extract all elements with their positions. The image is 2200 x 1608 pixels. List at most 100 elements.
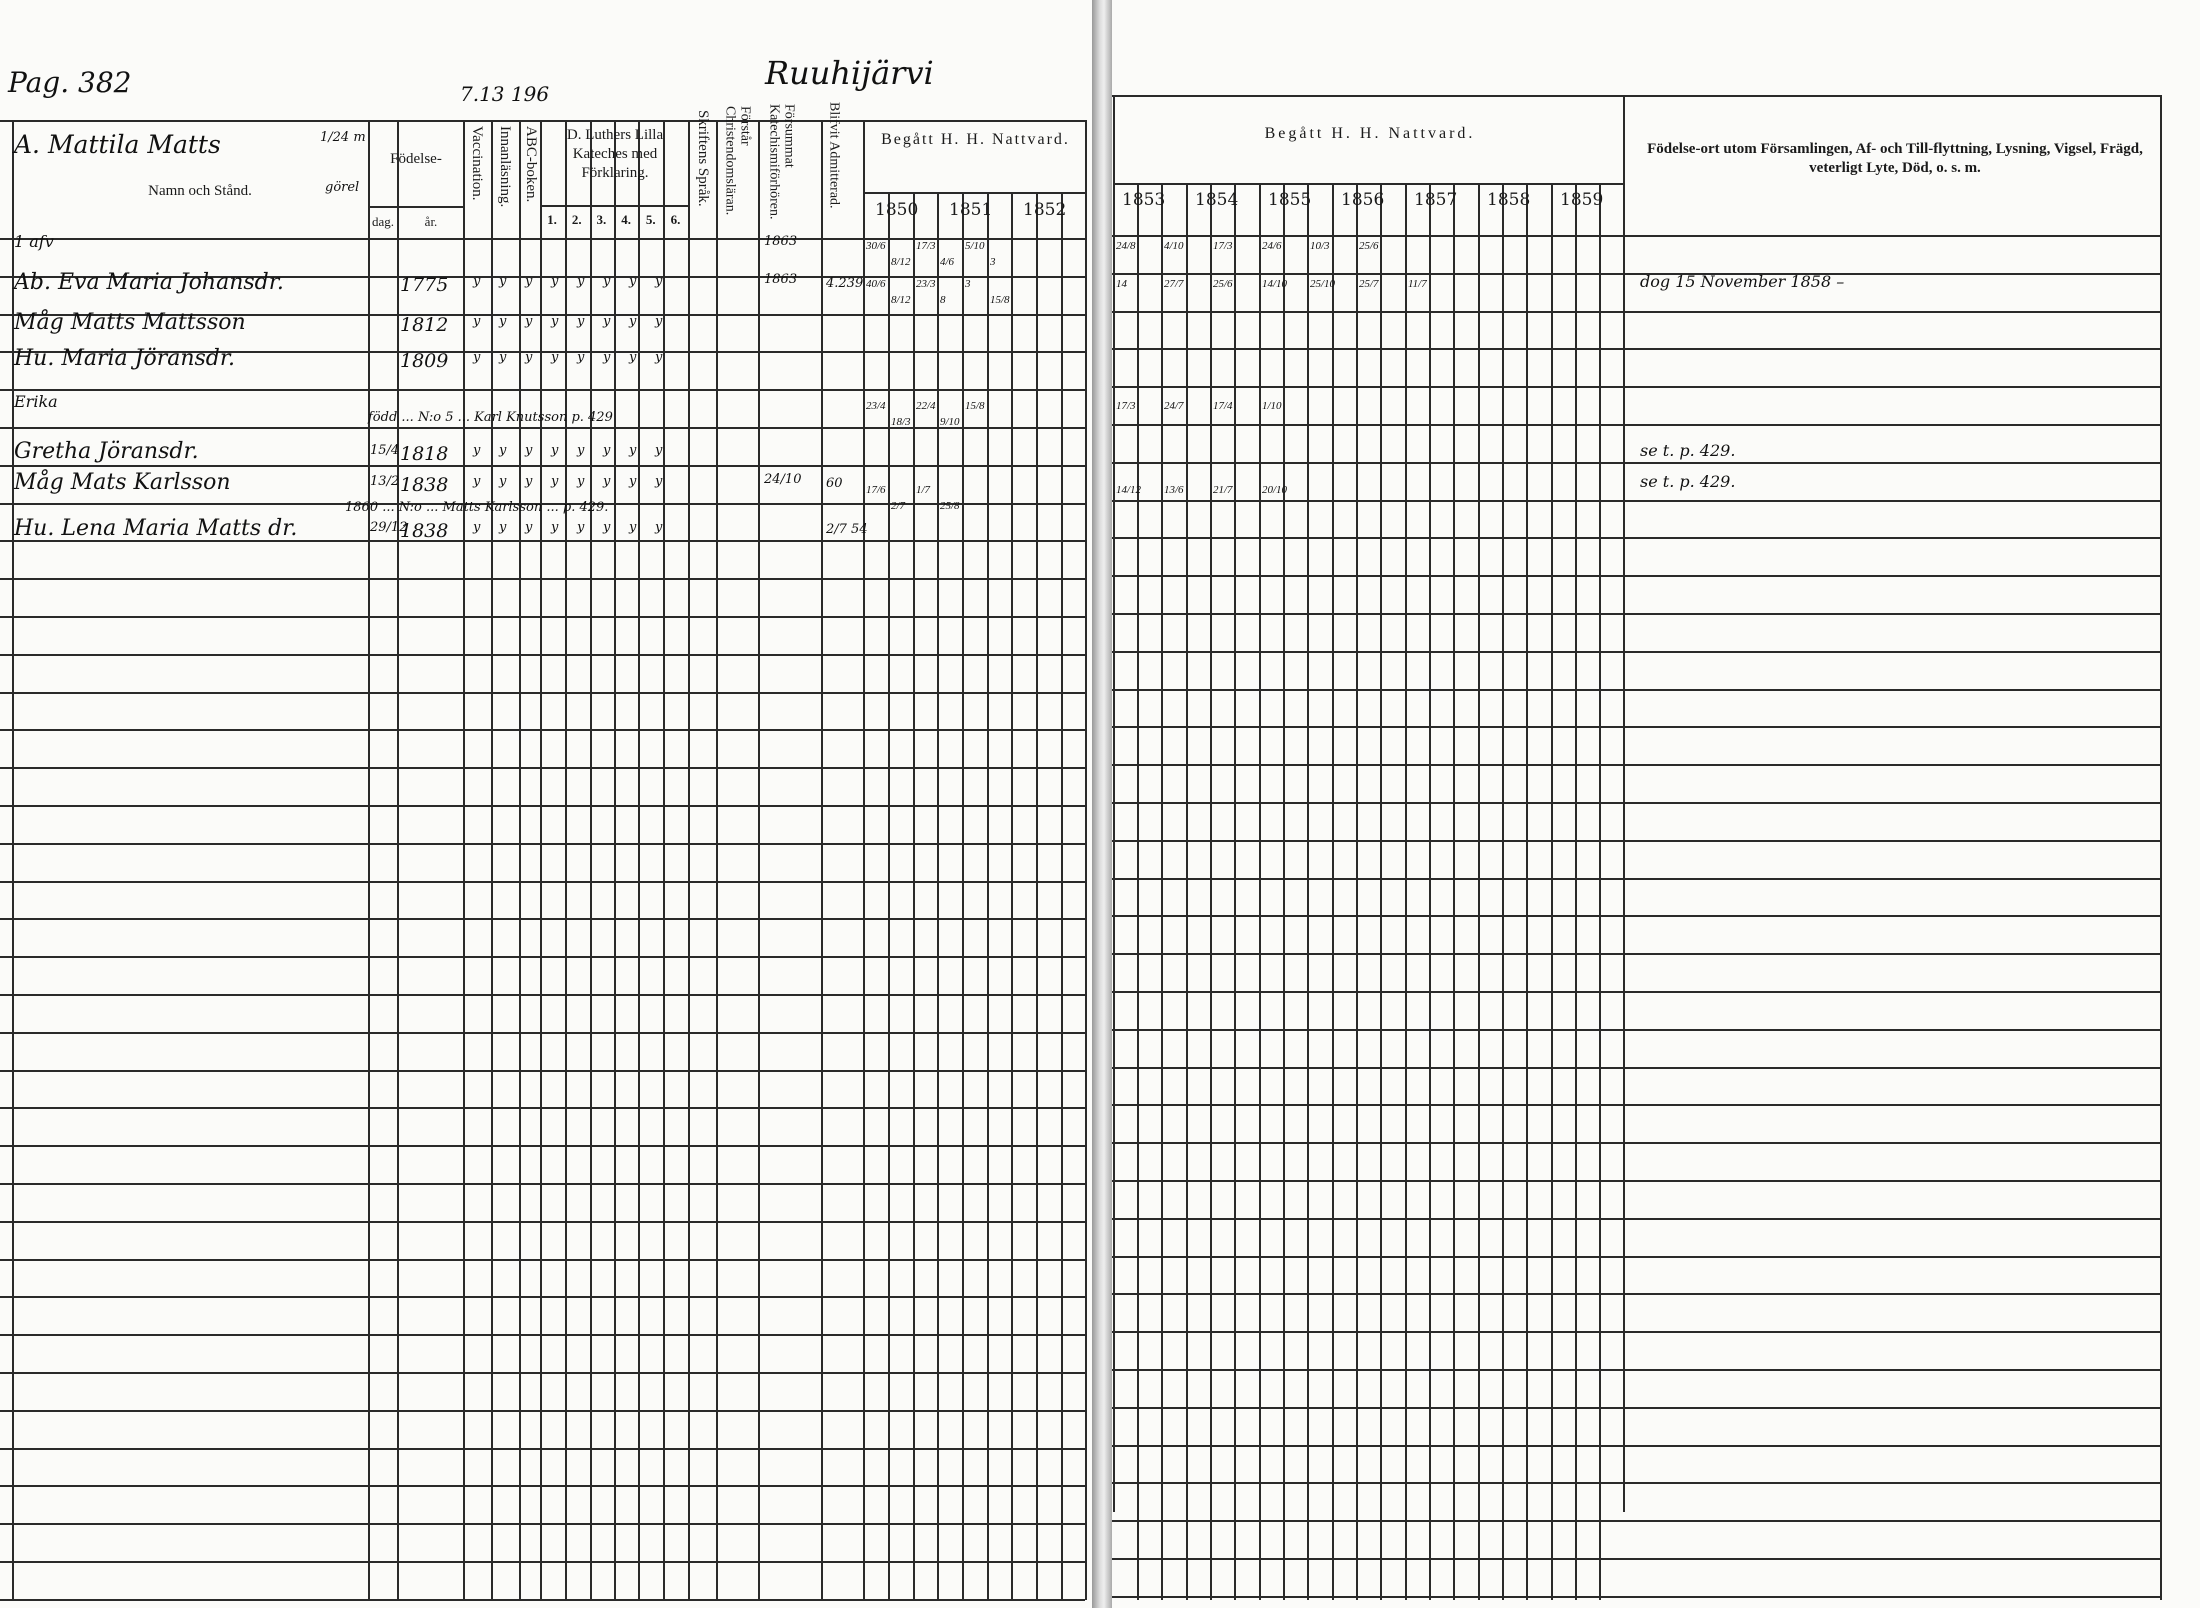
row-rule (0, 729, 1085, 732)
column-rule (663, 120, 665, 1600)
subcolumn-rule (1137, 183, 1139, 1600)
row-rule (1112, 726, 2162, 729)
communion-mark: 17/3 (1116, 400, 1136, 412)
entry-birth-year: 1809 (400, 350, 449, 372)
communion-mark: 10/3 (1310, 240, 1330, 252)
communion-mark: 14 (1116, 278, 1127, 290)
check-mark: y (629, 520, 637, 535)
communion-mark: 17/6 (866, 484, 886, 496)
check-mark: y (473, 520, 481, 535)
check-mark: y (525, 443, 533, 458)
row-rule (1112, 1520, 2162, 1523)
row-rule (1112, 499, 2162, 502)
column-rule (1259, 183, 1261, 1600)
row-rule (0, 1220, 1085, 1223)
row-rule (1112, 386, 2162, 389)
column-rule (540, 120, 542, 1600)
row-rule (1112, 1369, 2162, 1371)
check-mark: y (577, 520, 585, 535)
row-rule (0, 464, 1085, 467)
check-mark: y (655, 314, 663, 329)
row-rule (1112, 877, 2162, 880)
row-rule (1112, 1444, 2162, 1447)
communion-mark: 15/8 (965, 400, 985, 412)
column-rule (1186, 183, 1188, 1600)
entry-name: Gretha Jöransdr. (14, 439, 199, 464)
row-rule (0, 1107, 1085, 1110)
subcolumn-rule (1380, 183, 1382, 1600)
row-rule (1112, 1482, 2162, 1485)
row-rule (1112, 537, 2162, 540)
column-rule (614, 120, 616, 1600)
check-mark: y (603, 520, 611, 535)
check-mark: y (551, 520, 559, 535)
column-abc: ABC-boken. (522, 126, 539, 203)
entry-birth-year: 1775 (400, 274, 449, 296)
check-mark: y (577, 274, 585, 289)
luther-part-4: 4. (621, 212, 631, 227)
row-rule (1112, 1331, 2162, 1334)
communion-mark: 24/8 (1116, 240, 1136, 252)
entry-name: 1 afv (14, 232, 54, 251)
row-rule (1112, 1217, 2162, 1220)
column-rule (1478, 183, 1480, 1600)
row-rule (1112, 424, 2162, 426)
column-rule (1113, 95, 1115, 1512)
row-rule (0, 616, 1085, 618)
communion-mark: 8/12 (891, 256, 911, 268)
column-rule (565, 120, 567, 1600)
row-rule (0, 540, 1085, 543)
row-rule (1112, 991, 2162, 993)
column-rule (1085, 120, 1087, 1600)
subcolumn-rule (1283, 183, 1285, 1600)
check-mark: y (499, 520, 507, 535)
column-vaccination: Vaccination. (468, 126, 485, 201)
communion-mark: 3 (965, 278, 971, 290)
check-mark: y (603, 314, 611, 329)
entry-name: Ab. Eva Maria Johansdr. (14, 270, 284, 295)
column-innanlasning: Innanläsning. (496, 126, 513, 208)
column-christendom: Förstår Christendomsläran. (722, 106, 753, 216)
check-mark: y (499, 314, 507, 329)
household-note: 1/24 m (320, 130, 366, 145)
communion-mark: 25/6 (1359, 240, 1379, 252)
check-mark: y (525, 314, 533, 329)
check-mark: y (655, 474, 663, 489)
entry-name: Erika (14, 392, 58, 411)
communion-mark: 4/6 (940, 256, 955, 268)
column-rule (519, 120, 521, 1600)
column-rule (937, 192, 939, 1600)
row-rule (0, 956, 1085, 959)
subcolumn-rule (1502, 183, 1504, 1600)
row-rule (1112, 575, 2162, 578)
check-mark: y (577, 314, 585, 329)
subcolumn-rule (1234, 183, 1236, 1600)
household-head: A. Mattila Matts (14, 130, 221, 159)
entry-admitted: 60 (826, 476, 843, 491)
check-mark: y (499, 350, 507, 365)
communion-mark: 3 (990, 256, 996, 268)
row-rule (0, 1523, 1085, 1526)
column-admitterad: Blifvit Admitterad. (826, 102, 842, 209)
column-rule (463, 120, 465, 1600)
entry-birth-year: 1838 (400, 474, 449, 496)
check-mark: y (629, 443, 637, 458)
row-rule (0, 427, 1085, 429)
column-rule (863, 120, 865, 1600)
year-header: 1856 (1341, 190, 1385, 210)
communion-mark: 21/7 (1213, 484, 1233, 496)
column-rule (1011, 192, 1013, 1600)
year-header: 1853 (1122, 190, 1166, 210)
check-mark: y (551, 350, 559, 365)
check-mark: y (577, 443, 585, 458)
row-rule (1112, 235, 2162, 237)
column-forsummat: Försummat Katechismiförhören. (766, 104, 797, 220)
check-mark: y (525, 474, 533, 489)
subcolumn-rule (1036, 192, 1038, 1600)
entry-forsummat: 1863 (764, 272, 798, 287)
subcolumn-rule (1429, 183, 1431, 1600)
row-rule (0, 767, 1085, 770)
row-rule (1112, 1028, 2162, 1031)
subcolumn-rule (1453, 183, 1455, 1600)
column-rule (688, 120, 690, 1600)
